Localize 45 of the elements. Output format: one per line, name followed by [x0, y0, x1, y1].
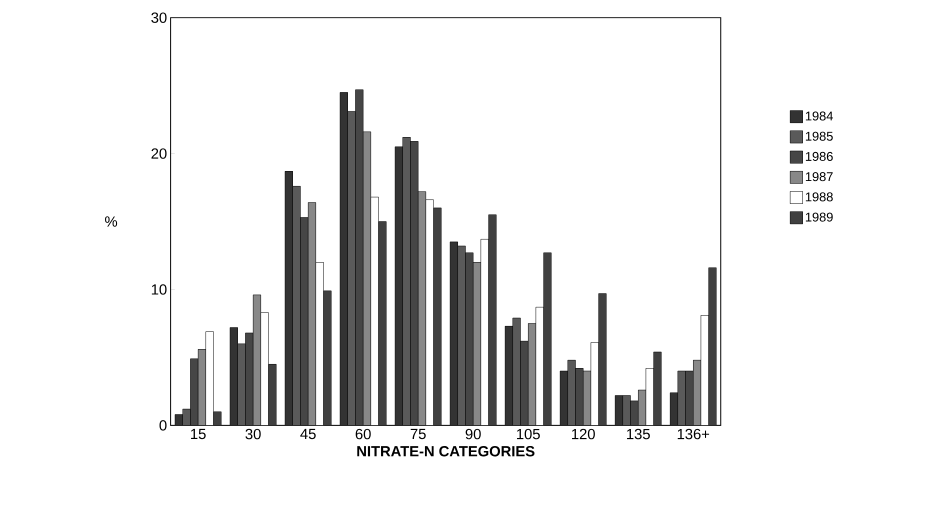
bar: [520, 340, 528, 426]
bar: [355, 90, 364, 426]
bar: [575, 368, 584, 426]
y-tick-label: 0: [160, 420, 167, 431]
bar: [692, 360, 702, 426]
bar: [512, 318, 521, 426]
legend-label: 1984: [806, 112, 833, 121]
bar: [308, 202, 316, 426]
x-tick-label: 45: [300, 428, 316, 440]
bar: [237, 344, 246, 426]
x-tick-label: 135: [627, 428, 650, 440]
x-tick-label: 30: [245, 428, 261, 440]
y-tick-label: 30: [151, 12, 167, 24]
bar: [402, 137, 411, 426]
bar: [410, 141, 418, 426]
x-tick-label: 75: [410, 428, 426, 440]
x-axis-title: NITRATE-N CATEGORIES: [357, 446, 534, 457]
bar: [348, 111, 356, 426]
x-tick-label: 105: [517, 428, 540, 440]
bar: [465, 252, 474, 426]
bar: [292, 186, 301, 426]
bar: [198, 349, 206, 426]
x-tick-label: 15: [191, 428, 206, 440]
x-tick-label: 136+: [678, 428, 710, 440]
x-tick-label: 120: [572, 428, 595, 440]
x-tick-label: 60: [356, 428, 371, 440]
y-axis-title: %: [105, 216, 118, 227]
bar: [528, 323, 536, 426]
bar: [252, 294, 262, 426]
bar: [472, 262, 482, 426]
y-tick-label: 20: [151, 148, 167, 159]
legend-label: 1986: [806, 152, 833, 162]
bar: [362, 132, 372, 426]
bar: [568, 360, 576, 426]
bar: [245, 332, 254, 426]
bar: [458, 246, 466, 426]
legend-label: 1985: [806, 132, 833, 141]
bar: [190, 358, 198, 426]
x-tick-label: 90: [466, 428, 481, 440]
legend-label: 1988: [806, 192, 833, 202]
legend-label: 1989: [806, 212, 833, 222]
legend-label: 1987: [806, 172, 833, 182]
y-tick-label: 10: [152, 284, 167, 295]
bar: [300, 217, 308, 426]
bar: [418, 191, 426, 426]
